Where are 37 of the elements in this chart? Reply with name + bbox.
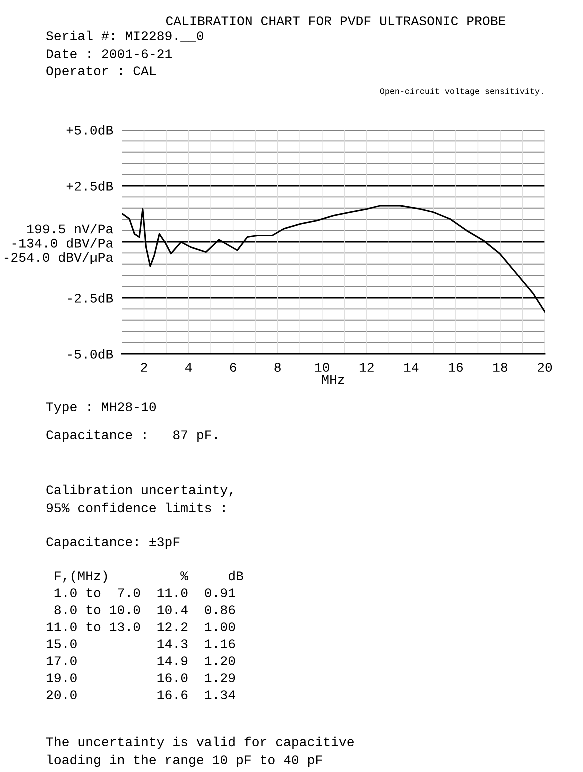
text: 17.0 14.9 1.20 — [46, 656, 236, 666]
text: 95% confidence limits : — [46, 502, 225, 513]
x-tick-label: 4 — [185, 363, 192, 372]
y-tick-label: -2.5dB — [68, 293, 114, 303]
text: 11.0 to 13.0 12.2 1.00 — [46, 622, 236, 632]
text: Serial #: MI2289.__0 — [46, 30, 204, 42]
x-tick-label: 6 — [230, 363, 236, 372]
text: F,(MHz) % dB — [55, 570, 244, 584]
x-tick-label: 18 — [494, 363, 508, 372]
text: Capacitance : 87 pF. — [46, 430, 217, 442]
x-tick-label: 12 — [360, 363, 374, 372]
line-series — [122, 205, 545, 313]
x-tick-label: 10 — [315, 363, 330, 372]
text: Date : 2001-6-21 — [47, 50, 172, 59]
text: Capacitance: ±3pF — [46, 536, 180, 550]
y-tick-label: +5.0dB — [66, 125, 114, 135]
y-tick-label: -5.0dB — [68, 349, 114, 359]
text: 20.0 16.6 1.34 — [46, 690, 236, 700]
x-tick-label: 2 — [141, 363, 148, 372]
text: Open-circuit voltage sensitivity. — [380, 88, 543, 96]
x-axis-title: MHz — [322, 376, 344, 384]
text: Type : MH28-10 — [46, 402, 156, 414]
text: loading in the range 10 pF to 40 pF — [48, 754, 322, 768]
text: Calibration uncertainty, — [46, 484, 233, 498]
text: 15.0 14.3 1.16 — [46, 640, 236, 649]
text: The uncertainty is valid for capacitive — [46, 736, 354, 750]
x-tick-label: 8 — [274, 363, 281, 372]
y-tick-label: 199.5 nV/Pa -134.0 dBV/Pa -254.0 dBV/µPa — [4, 224, 114, 264]
x-tick-label: 14 — [404, 363, 419, 372]
text: 8.0 to 10.0 10.4 0.86 — [54, 606, 236, 615]
text: 1.0 to 7.0 11.0 0.91 — [54, 588, 236, 598]
x-tick-label: 16 — [448, 363, 464, 372]
chart-title: CALIBRATION CHART FOR PVDF ULTRASONIC PROBE — [166, 16, 506, 26]
text: Operator : CAL — [46, 66, 156, 78]
y-tick-label: +2.5dB — [66, 181, 114, 191]
text: 19.0 16.0 1.29 — [46, 674, 236, 683]
x-tick-label: 20 — [538, 363, 552, 372]
